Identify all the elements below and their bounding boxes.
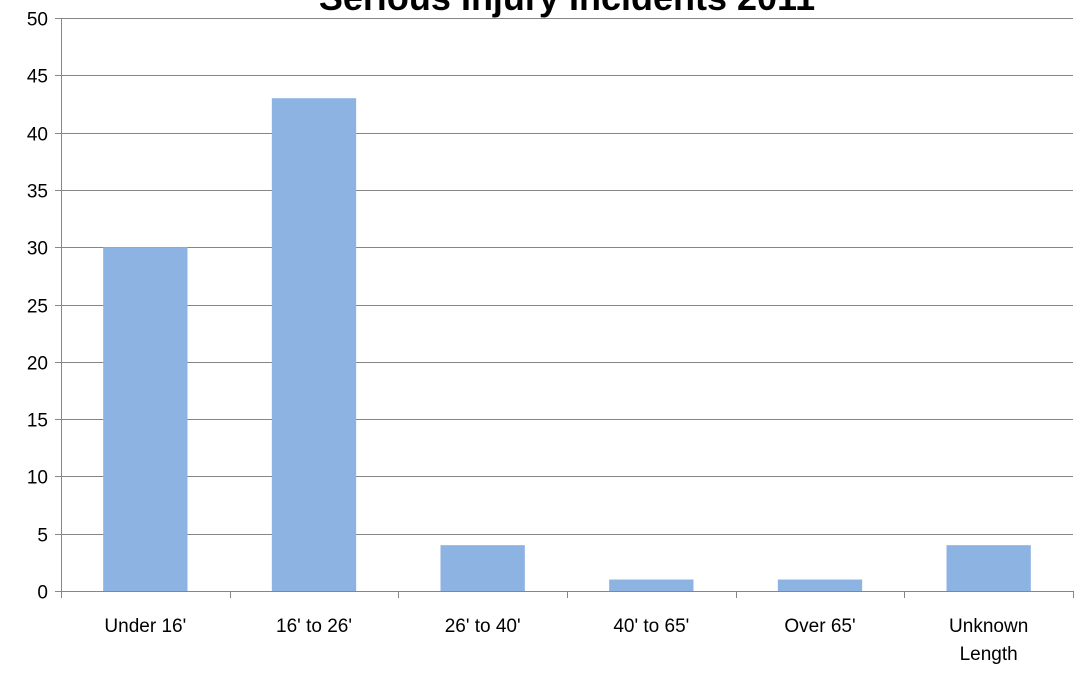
- axes: [55, 18, 1074, 598]
- x-tick-label: 16' to 26': [276, 616, 352, 637]
- y-tick-label: 50: [27, 10, 48, 31]
- y-tick-label: 20: [27, 354, 48, 375]
- x-tick-label: Over 65': [784, 616, 855, 637]
- x-tick-label: Length: [960, 644, 1018, 665]
- bar: [777, 579, 863, 591]
- bar: [440, 545, 525, 591]
- x-tick-labels: Under 16' 16' to 26' 26' to 40' 40' to 65' O…: [104, 616, 1028, 665]
- y-tick-label: 40: [27, 125, 48, 146]
- y-tick-labels: 0 5 10 15 20 25 30 35 40 45 50: [27, 10, 48, 604]
- x-tick-label: 26' to 40': [445, 616, 521, 637]
- y-tick-label: 30: [27, 239, 48, 260]
- x-tick-label: 40' to 65': [613, 616, 689, 637]
- y-tick-label: 10: [27, 468, 48, 489]
- bar: [103, 247, 188, 591]
- bar: [609, 579, 694, 591]
- y-tick-label: 0: [37, 583, 48, 604]
- chart-title: Serious Injury Incidents 2011: [319, 0, 815, 18]
- y-tick-label: 45: [27, 67, 48, 88]
- bars: [103, 98, 1031, 591]
- x-tick-label: Unknown: [949, 616, 1028, 637]
- gridlines: [61, 18, 1073, 535]
- y-tick-label: 5: [37, 526, 48, 547]
- y-tick-label: 25: [27, 297, 48, 318]
- y-tick-label: 35: [27, 182, 48, 203]
- y-tick-label: 15: [27, 411, 48, 432]
- x-tick-label: Under 16': [104, 616, 186, 637]
- bar: [946, 545, 1031, 591]
- bar: [271, 98, 357, 591]
